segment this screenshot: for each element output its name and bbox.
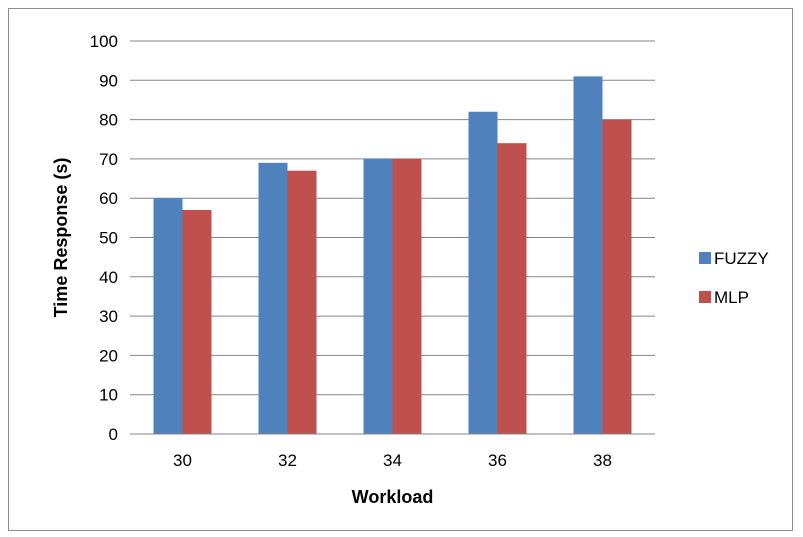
y-tick-label: 40 <box>99 268 118 287</box>
bars <box>153 76 632 435</box>
bar-mlp-38 <box>602 119 632 434</box>
x-tick-label: 38 <box>593 451 612 470</box>
bar-fuzzy-32 <box>258 162 288 434</box>
x-axis-title: Workload <box>352 487 434 507</box>
y-tick-label: 60 <box>99 189 118 208</box>
x-tick-label: 36 <box>488 451 507 470</box>
y-tick-label: 50 <box>99 229 118 248</box>
x-tick-label: 32 <box>278 451 297 470</box>
legend-swatch-mlp <box>699 291 711 303</box>
x-tick-labels: 30 32 34 36 38 <box>173 451 612 470</box>
y-tick-label: 10 <box>99 386 118 405</box>
y-axis-title: Time Response (s) <box>51 158 71 318</box>
bar-mlp-32 <box>287 170 317 434</box>
bar-fuzzy-38 <box>573 76 603 435</box>
x-tick-label: 30 <box>173 451 192 470</box>
bar-fuzzy-36 <box>468 111 498 435</box>
y-tick-label: 20 <box>99 346 118 365</box>
bar-mlp-30 <box>182 209 212 434</box>
legend-label-mlp: MLP <box>714 288 749 307</box>
y-tick-label: 30 <box>99 307 118 326</box>
y-tick-label: 70 <box>99 150 118 169</box>
y-tick-label: 80 <box>99 111 118 130</box>
bar-fuzzy-34 <box>363 158 393 434</box>
bar-mlp-36 <box>497 143 527 434</box>
y-tick-label: 90 <box>99 71 118 90</box>
gridlines <box>130 40 655 396</box>
bar-fuzzy-30 <box>153 198 183 434</box>
x-tick-label: 34 <box>383 451 402 470</box>
y-tick-labels: 0 10 20 30 40 50 60 70 80 90 100 <box>90 32 118 444</box>
y-tick-label: 0 <box>109 425 118 444</box>
legend: FUZZY MLP <box>699 249 769 307</box>
legend-label-fuzzy: FUZZY <box>714 249 769 268</box>
y-tick-label: 100 <box>90 32 118 51</box>
bar-mlp-34 <box>392 158 422 434</box>
legend-swatch-fuzzy <box>699 252 711 264</box>
